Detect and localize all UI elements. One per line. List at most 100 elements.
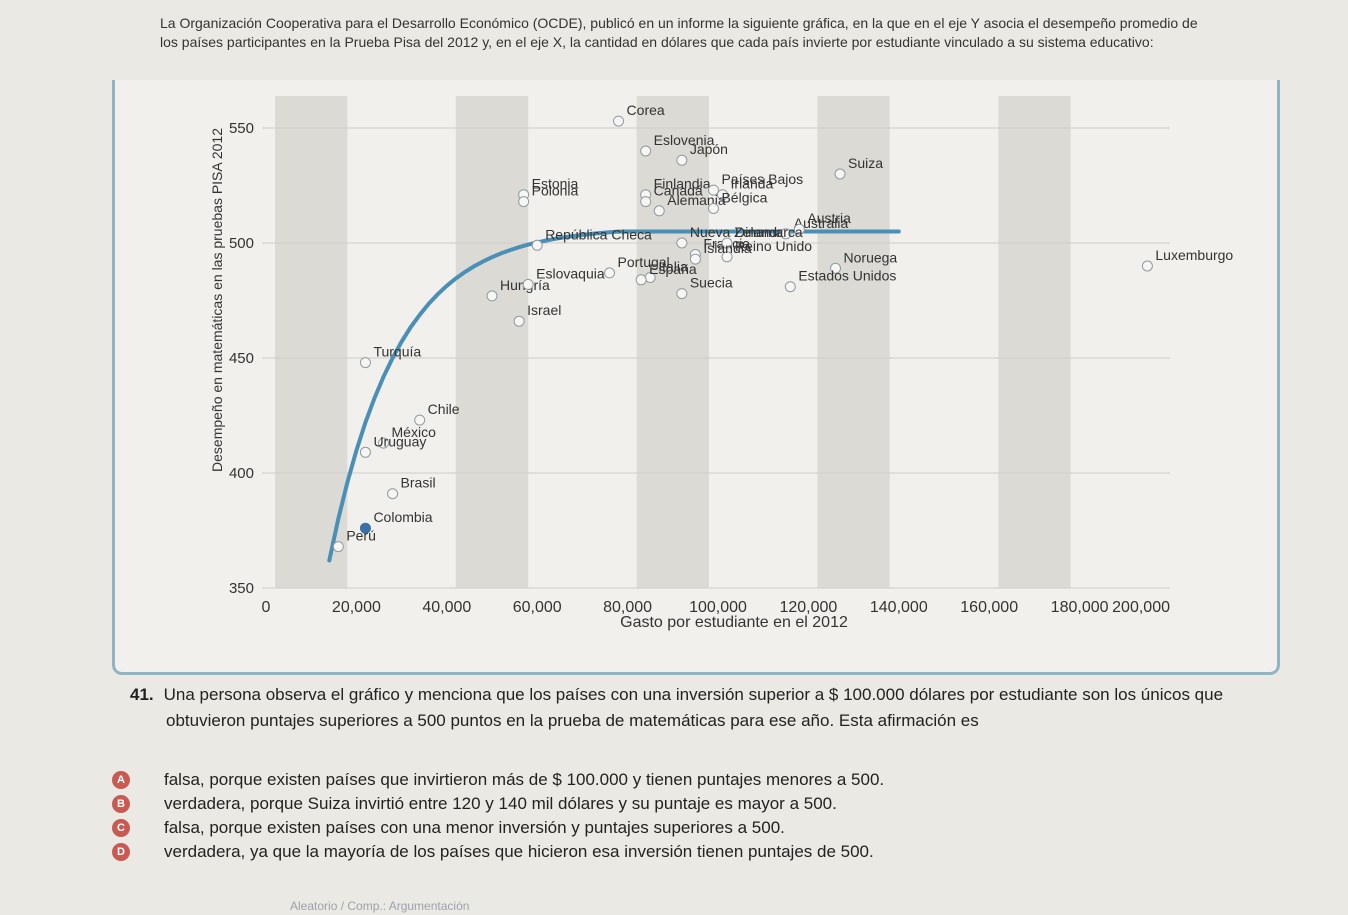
point-label: España	[649, 261, 697, 277]
question-text-cont: obtuvieron puntajes superiores a 500 pun…	[166, 711, 979, 730]
point-label: Turquía	[373, 344, 421, 360]
data-point	[653, 205, 665, 217]
data-point	[640, 145, 652, 157]
point-label: Países Bajos	[721, 171, 803, 187]
point-label: Japón	[690, 141, 728, 157]
data-point	[689, 253, 701, 265]
data-point	[784, 281, 796, 293]
x-tick-label: 40,000	[422, 599, 471, 616]
y-tick-label: 350	[229, 580, 254, 597]
point-label: Portugal	[618, 254, 670, 270]
x-tick-label: 100,000	[689, 599, 747, 616]
data-point	[830, 262, 842, 274]
data-point	[676, 237, 688, 249]
option-c-text: falsa, porque existen países con una men…	[164, 818, 785, 837]
background-band	[455, 96, 529, 588]
point-label: Bélgica	[721, 190, 767, 206]
data-point	[640, 196, 652, 208]
point-label: Israel	[527, 302, 561, 318]
point-label: Irlanda	[731, 176, 774, 192]
point-label: Corea	[627, 102, 665, 118]
point-label: Canadá	[654, 183, 703, 199]
y-tick-label: 400	[229, 465, 254, 482]
x-tick-label: 180,000	[1051, 599, 1109, 616]
background-band	[636, 96, 709, 588]
point-label: Chile	[428, 401, 460, 417]
scatter-chart: 350 400 450 500 550 0 20,000 40,000 60,000 80,000…	[209, 96, 1233, 631]
point-label: Islandia	[703, 240, 751, 256]
data-point	[780, 228, 792, 240]
question-text: Una persona observa el gráfico y mencion…	[163, 685, 1224, 704]
x-tick-label: 140,000	[870, 599, 928, 616]
data-point	[522, 278, 534, 290]
data-point	[414, 414, 426, 426]
point-label: Luxemburgo	[1155, 247, 1233, 263]
data-point	[676, 288, 688, 300]
data-point	[1141, 260, 1153, 272]
data-point	[604, 267, 616, 279]
x-tick-label: 200,000	[1112, 599, 1170, 616]
data-point	[359, 446, 371, 458]
data-point	[707, 184, 719, 196]
option-b-text: verdadera, porque Suiza invirtió entre 1…	[164, 794, 837, 813]
data-point	[359, 357, 371, 369]
question-number: 41.	[130, 685, 154, 704]
point-label: República Checa	[545, 226, 652, 242]
x-tick-label: 0	[262, 599, 271, 616]
footer-note: Aleatorio / Comp.: Argumentación	[290, 899, 470, 913]
point-label: Nueva Zelanda	[690, 224, 785, 240]
data-point	[332, 541, 344, 553]
intro-text: La Organización Cooperativa para el Desa…	[160, 15, 1198, 50]
point-label: Reino Unido	[735, 238, 812, 254]
point-label: Italia	[658, 259, 688, 275]
point-label: México	[392, 424, 437, 440]
data-point	[793, 223, 805, 235]
x-tick-label: 20,000	[332, 599, 381, 616]
point-label: Colombia	[373, 509, 432, 525]
y-tick-label: 550	[229, 120, 254, 137]
data-point	[613, 115, 625, 127]
background-band	[275, 96, 348, 588]
background-band	[817, 96, 890, 588]
point-label: Suecia	[690, 275, 733, 291]
point-label: Brasil	[401, 475, 436, 491]
data-point	[721, 237, 733, 249]
x-axis-label: Gasto por estudiante en el 2012	[620, 614, 848, 631]
data-point	[518, 196, 530, 208]
x-tick-label: 160,000	[960, 599, 1018, 616]
data-point	[531, 239, 543, 251]
data-point	[359, 522, 371, 534]
point-label: Perú	[346, 528, 376, 544]
y-tick-label: 500	[229, 235, 254, 252]
option-letter-a: A	[112, 771, 130, 789]
data-point	[717, 189, 729, 201]
option-letter-b: B	[112, 795, 130, 813]
point-label: Finlandia	[654, 176, 711, 192]
point-label: Eslovenia	[654, 132, 715, 148]
point-label: Dinamarca	[735, 224, 803, 240]
y-tick-label: 450	[229, 350, 254, 367]
point-label: Eslovaquia	[536, 265, 605, 281]
data-point	[834, 168, 846, 180]
data-point	[635, 274, 647, 286]
option-a-text: falsa, porque existen países que invirti…	[164, 770, 885, 789]
question-41: 41. Una persona observa el gráfico y menc…	[130, 682, 1290, 734]
background-band	[998, 96, 1071, 588]
data-point	[486, 290, 498, 302]
point-label: Suiza	[848, 155, 883, 171]
x-tick-label: 120,000	[779, 599, 837, 616]
point-label: Estonia	[532, 176, 579, 192]
data-point	[707, 203, 719, 214]
data-point	[513, 315, 525, 327]
option-d-text: verdadera, ya que la mayoría de los país…	[164, 842, 874, 861]
data-point	[378, 437, 390, 449]
data-point	[387, 488, 399, 500]
point-label: Noruega	[844, 249, 898, 265]
y-axis-label: Desempeño en matemáticas en las pruebas …	[209, 128, 225, 472]
option-letter-c: C	[112, 819, 130, 837]
